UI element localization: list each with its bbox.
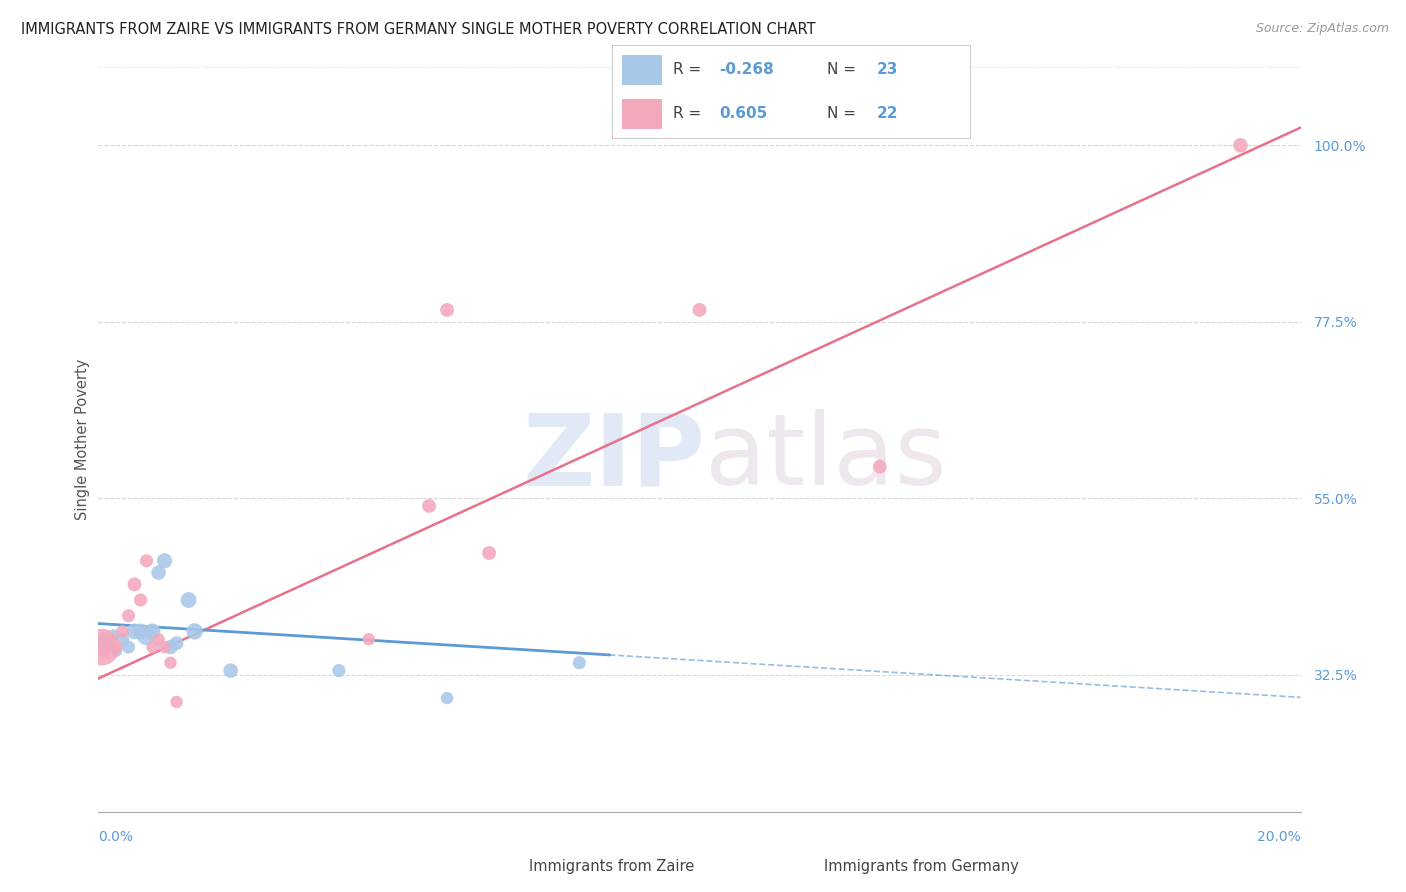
Text: N =: N = — [827, 62, 860, 78]
Text: IMMIGRANTS FROM ZAIRE VS IMMIGRANTS FROM GERMANY SINGLE MOTHER POVERTY CORRELATI: IMMIGRANTS FROM ZAIRE VS IMMIGRANTS FROM… — [21, 22, 815, 37]
Point — [124, 577, 146, 591]
Point — [90, 636, 112, 650]
Point — [124, 624, 146, 639]
Text: 0.605: 0.605 — [720, 106, 768, 121]
Bar — [623, 55, 662, 85]
Text: 23: 23 — [877, 62, 898, 78]
Point — [689, 302, 711, 317]
Text: 22: 22 — [877, 106, 898, 121]
Point — [100, 636, 122, 650]
Text: ZIP: ZIP — [523, 409, 706, 507]
Text: Immigrants from Germany: Immigrants from Germany — [824, 859, 1019, 873]
Text: Immigrants from Zaire: Immigrants from Zaire — [529, 859, 695, 873]
Point — [129, 624, 152, 639]
Bar — [623, 99, 662, 129]
Point — [105, 640, 128, 654]
Text: R =: R = — [672, 106, 710, 121]
Point — [111, 632, 134, 647]
Point — [96, 640, 118, 654]
Text: 0.0%: 0.0% — [98, 830, 134, 844]
Point — [90, 640, 112, 654]
Point — [105, 644, 128, 658]
Point — [135, 628, 157, 642]
Text: atlas: atlas — [706, 409, 948, 507]
Point — [166, 695, 188, 709]
Point — [111, 624, 134, 639]
Point — [1229, 138, 1251, 153]
Point — [418, 499, 440, 513]
Point — [166, 636, 188, 650]
Text: 20.0%: 20.0% — [1257, 830, 1301, 844]
Point — [117, 608, 139, 623]
Point — [153, 640, 176, 654]
Point — [159, 640, 181, 654]
Point — [177, 593, 200, 607]
Point — [117, 640, 139, 654]
Point — [436, 691, 458, 706]
Point — [436, 302, 458, 317]
Y-axis label: Single Mother Poverty: Single Mother Poverty — [75, 359, 90, 520]
Point — [148, 632, 170, 647]
Point — [148, 566, 170, 580]
Point — [328, 664, 350, 678]
Point — [869, 459, 891, 474]
Point — [141, 624, 163, 639]
Point — [219, 664, 242, 678]
Point — [93, 644, 115, 658]
Text: R =: R = — [672, 62, 706, 78]
Point — [159, 656, 181, 670]
Point — [135, 554, 157, 568]
Point — [153, 554, 176, 568]
Text: N =: N = — [827, 106, 860, 121]
Point — [103, 628, 125, 642]
Point — [100, 632, 122, 647]
Text: Source: ZipAtlas.com: Source: ZipAtlas.com — [1256, 22, 1389, 36]
Point — [357, 632, 380, 647]
Point — [129, 593, 152, 607]
Point — [183, 624, 205, 639]
Text: -0.268: -0.268 — [720, 62, 773, 78]
Point — [568, 656, 591, 670]
Point — [478, 546, 501, 560]
Point — [141, 640, 163, 654]
Point — [93, 632, 115, 647]
